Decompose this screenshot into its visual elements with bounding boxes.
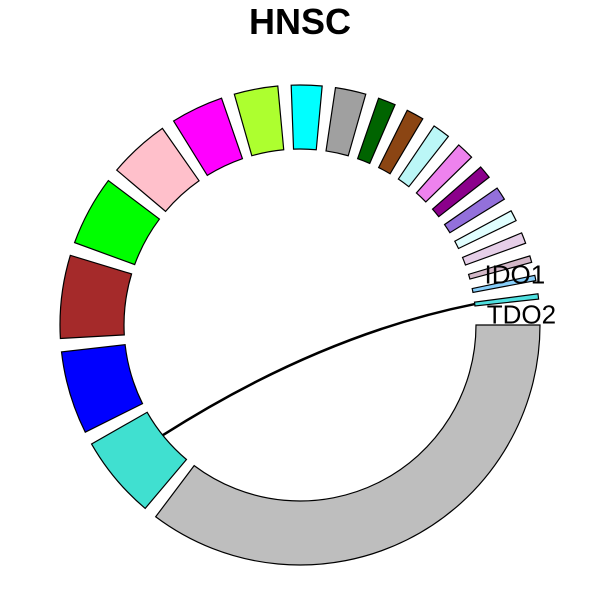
sector-13 xyxy=(415,144,473,203)
gene-label-tdo2: TDO2 xyxy=(487,299,556,329)
sector-6 xyxy=(172,97,244,177)
links-layer xyxy=(162,302,475,437)
sector-18 xyxy=(467,255,533,280)
sector-3 xyxy=(59,254,133,340)
sector-2 xyxy=(60,344,144,434)
link-0 xyxy=(162,302,475,437)
sector-16 xyxy=(453,209,517,250)
sector-5 xyxy=(115,127,200,213)
sector-8 xyxy=(290,84,323,151)
sector-20 xyxy=(473,293,540,307)
sectors-layer xyxy=(59,84,541,566)
sector-11 xyxy=(377,109,424,175)
sector-19 xyxy=(471,274,537,294)
gene-labels-layer: IDO1 TDO2 xyxy=(484,259,556,329)
sector-12 xyxy=(397,125,450,188)
sector-0 xyxy=(154,324,541,566)
sector-14 xyxy=(431,166,490,218)
sector-4 xyxy=(73,179,161,266)
sector-17 xyxy=(461,232,527,266)
chart-title: HNSC xyxy=(248,1,351,42)
sector-10 xyxy=(356,97,396,165)
sector-15 xyxy=(443,187,506,234)
sector-7 xyxy=(233,85,285,157)
sector-1 xyxy=(90,411,188,510)
gene-label-ido1: IDO1 xyxy=(484,259,545,289)
sector-9 xyxy=(325,86,367,157)
